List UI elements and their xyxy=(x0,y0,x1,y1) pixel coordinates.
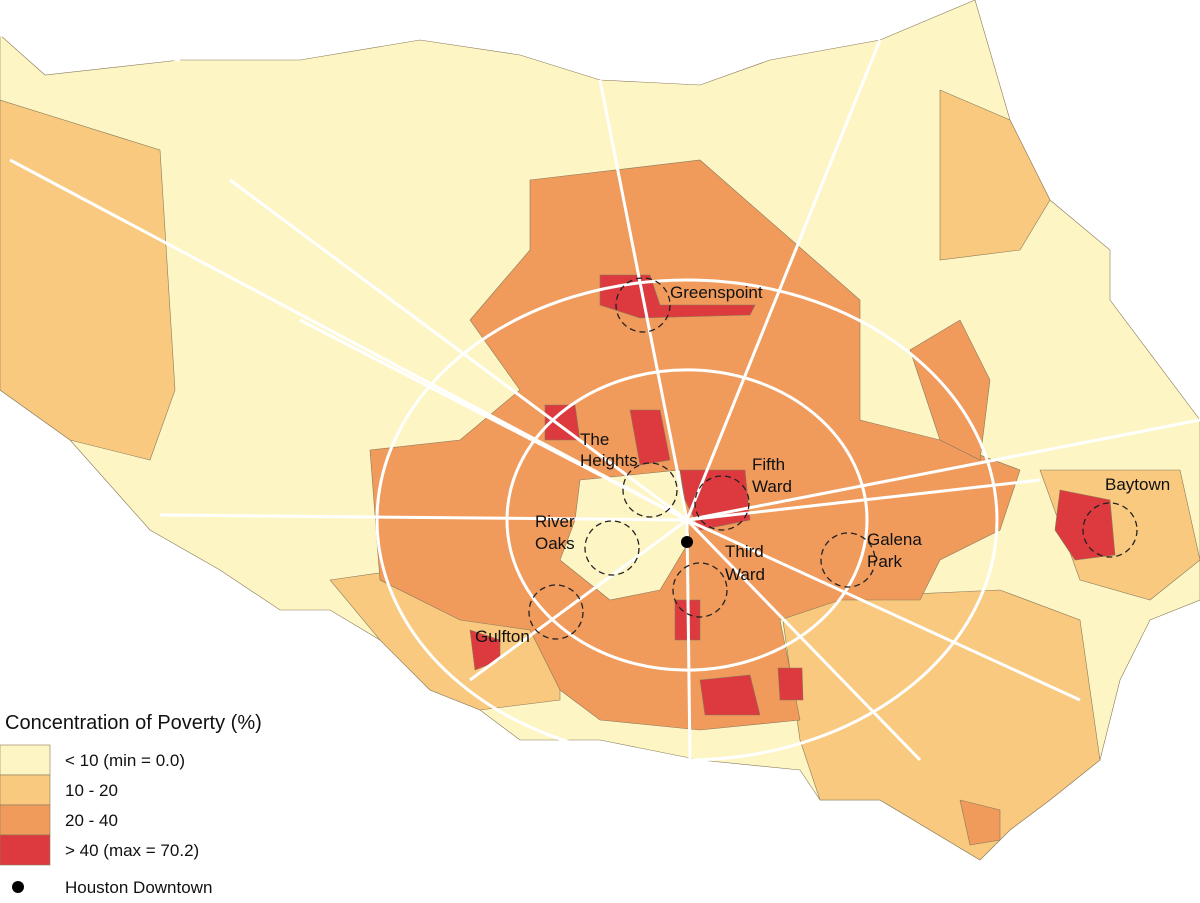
place-label: Gulfton xyxy=(475,627,530,646)
county xyxy=(0,0,1200,861)
tract-region xyxy=(939,89,1051,261)
place-labels: Greenspoint The Heights Fifth Ward River… xyxy=(475,283,1170,646)
tract-region xyxy=(699,674,761,716)
legend-label: 10 - 20 xyxy=(65,781,118,800)
place-label: Fifth xyxy=(752,455,785,474)
place-label: Third xyxy=(725,542,764,561)
legend-swatch xyxy=(0,804,51,836)
place-label: River xyxy=(535,512,575,531)
place-label: The xyxy=(580,430,609,449)
tract-region xyxy=(469,629,501,671)
tract-region xyxy=(777,667,804,701)
place-label: Oaks xyxy=(535,534,575,553)
tract-region xyxy=(0,99,176,461)
legend-swatch xyxy=(0,744,51,776)
tract-region xyxy=(629,409,671,466)
highway xyxy=(0,33,181,62)
legend-swatch xyxy=(0,774,51,806)
ring xyxy=(694,475,750,531)
highway xyxy=(229,178,1081,702)
legend-dot xyxy=(12,881,24,893)
beltway xyxy=(375,278,999,762)
ring xyxy=(622,462,678,518)
tract-region xyxy=(779,589,1101,861)
ring xyxy=(584,520,640,576)
legend-label: < 10 (min = 0.0) xyxy=(65,751,185,770)
tract-region xyxy=(369,159,1021,731)
legend: Concentration of Poverty (%) Houston Dow… xyxy=(0,712,262,897)
legend-label: Houston Downtown xyxy=(65,878,212,897)
legend-swatch xyxy=(0,834,51,866)
highways xyxy=(0,33,1200,762)
legend-title: Concentration of Poverty (%) xyxy=(5,712,262,734)
downtown-dot xyxy=(681,536,693,548)
place-label: Galena xyxy=(867,530,922,549)
place-label: Baytown xyxy=(1105,475,1170,494)
place-label: Heights xyxy=(580,451,638,470)
loop xyxy=(505,368,869,672)
ring xyxy=(615,277,671,333)
ring xyxy=(672,562,728,618)
tract-region xyxy=(1054,489,1116,561)
ring xyxy=(528,584,584,640)
place-label: Ward xyxy=(752,477,792,496)
tract-region xyxy=(959,799,1001,846)
ring xyxy=(1082,502,1138,558)
legend-label: 20 - 40 xyxy=(65,811,118,830)
ring xyxy=(820,532,876,588)
place-label: Park xyxy=(867,552,902,571)
legend-label: > 40 (max = 70.2) xyxy=(65,841,199,860)
place-label: Greenspoint xyxy=(670,283,763,302)
neighborhood-rings xyxy=(528,277,1138,640)
place-label: Ward xyxy=(725,565,765,584)
